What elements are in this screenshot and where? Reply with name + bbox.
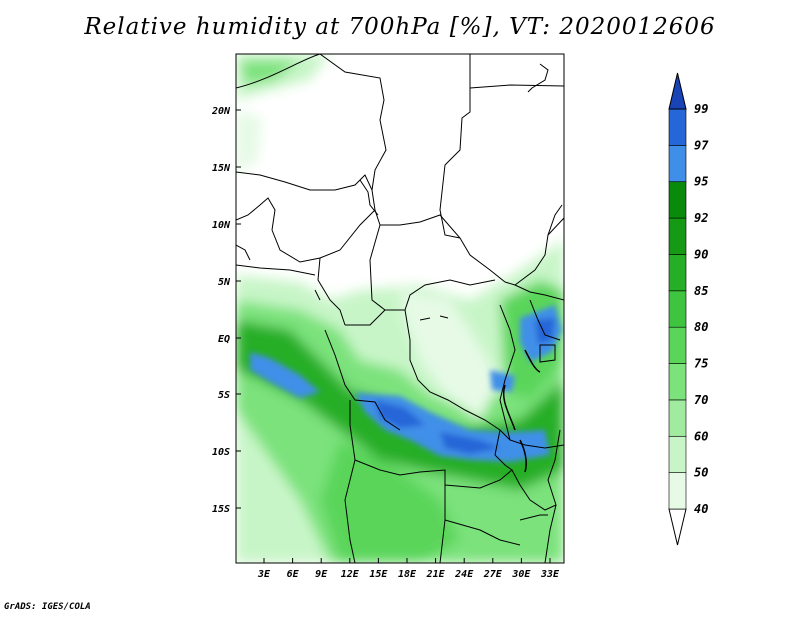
map-title: Relative humidity at 700hPa [%], VT: 202… [84,14,716,40]
lon-tick-label: 6E [287,569,300,580]
lon-tick-label: 12E [341,569,360,580]
map-frame [235,53,565,564]
colorbar-bin [668,145,687,183]
lon-tick-label: 21E [426,569,446,580]
colorbar-bin [668,399,687,437]
lat-tick-label: 15N [212,163,231,174]
lat-tick-label: 15S [212,504,230,515]
lon-tick-label: 9E [315,569,328,580]
colorbar-label: 90 [694,247,708,261]
humidity-field [236,54,564,563]
colorbar-label: 40 [694,502,708,516]
country-borders [236,54,564,563]
colorbar: 40 50 60 70 75 80 85 90 92 95 97 99 [668,72,709,546]
colorbar-label: 60 [694,429,708,443]
colorbar-label: 85 [694,284,708,298]
lat-tick-label: 5N [218,277,231,288]
colorbar-label: 50 [694,466,708,480]
colorbar-bin [668,217,687,255]
colorbar-bin [668,326,687,364]
colorbar-label: 75 [694,357,708,371]
colorbar-lower-arrow [668,508,687,546]
latitude-axis: 20N 15N 10N 5N EQ 5S 10S 15S [211,106,241,515]
colorbar-label: 99 [694,102,708,116]
colorbar-bin [668,254,687,292]
colorbar-bin [668,435,687,473]
lon-tick-label: 18E [398,569,417,580]
colorbar-label: 80 [694,320,708,334]
lon-tick-label: 3E [257,569,271,580]
colorbar-label: 92 [694,211,708,225]
colorbar-bin [668,290,687,328]
lat-tick-label: 20N [211,106,231,117]
lat-tick-label: 10S [212,447,230,458]
colorbar-label: 97 [694,138,709,152]
colorbar-label: 95 [694,175,708,189]
lat-tick-label: 10N [212,220,231,231]
lon-tick-label: 33E [540,569,560,580]
colorbar-bin [668,363,687,401]
longitude-axis: 3E 6E 9E 12E 15E 18E 21E 24E 27E 30E 33E [257,558,560,580]
lon-tick-label: 24E [454,569,474,580]
colorbar-upper-arrow [668,72,687,110]
lat-tick-label: EQ [218,334,230,345]
lat-tick-label: 5S [218,390,230,401]
colorbar-bin [668,108,687,146]
credit-label: GrADS: IGES/COLA [4,602,91,612]
colorbar-label: 70 [694,393,708,407]
colorbar-bin [668,181,687,219]
colorbar-bin [668,472,687,510]
lon-tick-label: 27E [483,569,503,580]
lon-tick-label: 30E [511,569,531,580]
lon-tick-label: 15E [369,569,388,580]
